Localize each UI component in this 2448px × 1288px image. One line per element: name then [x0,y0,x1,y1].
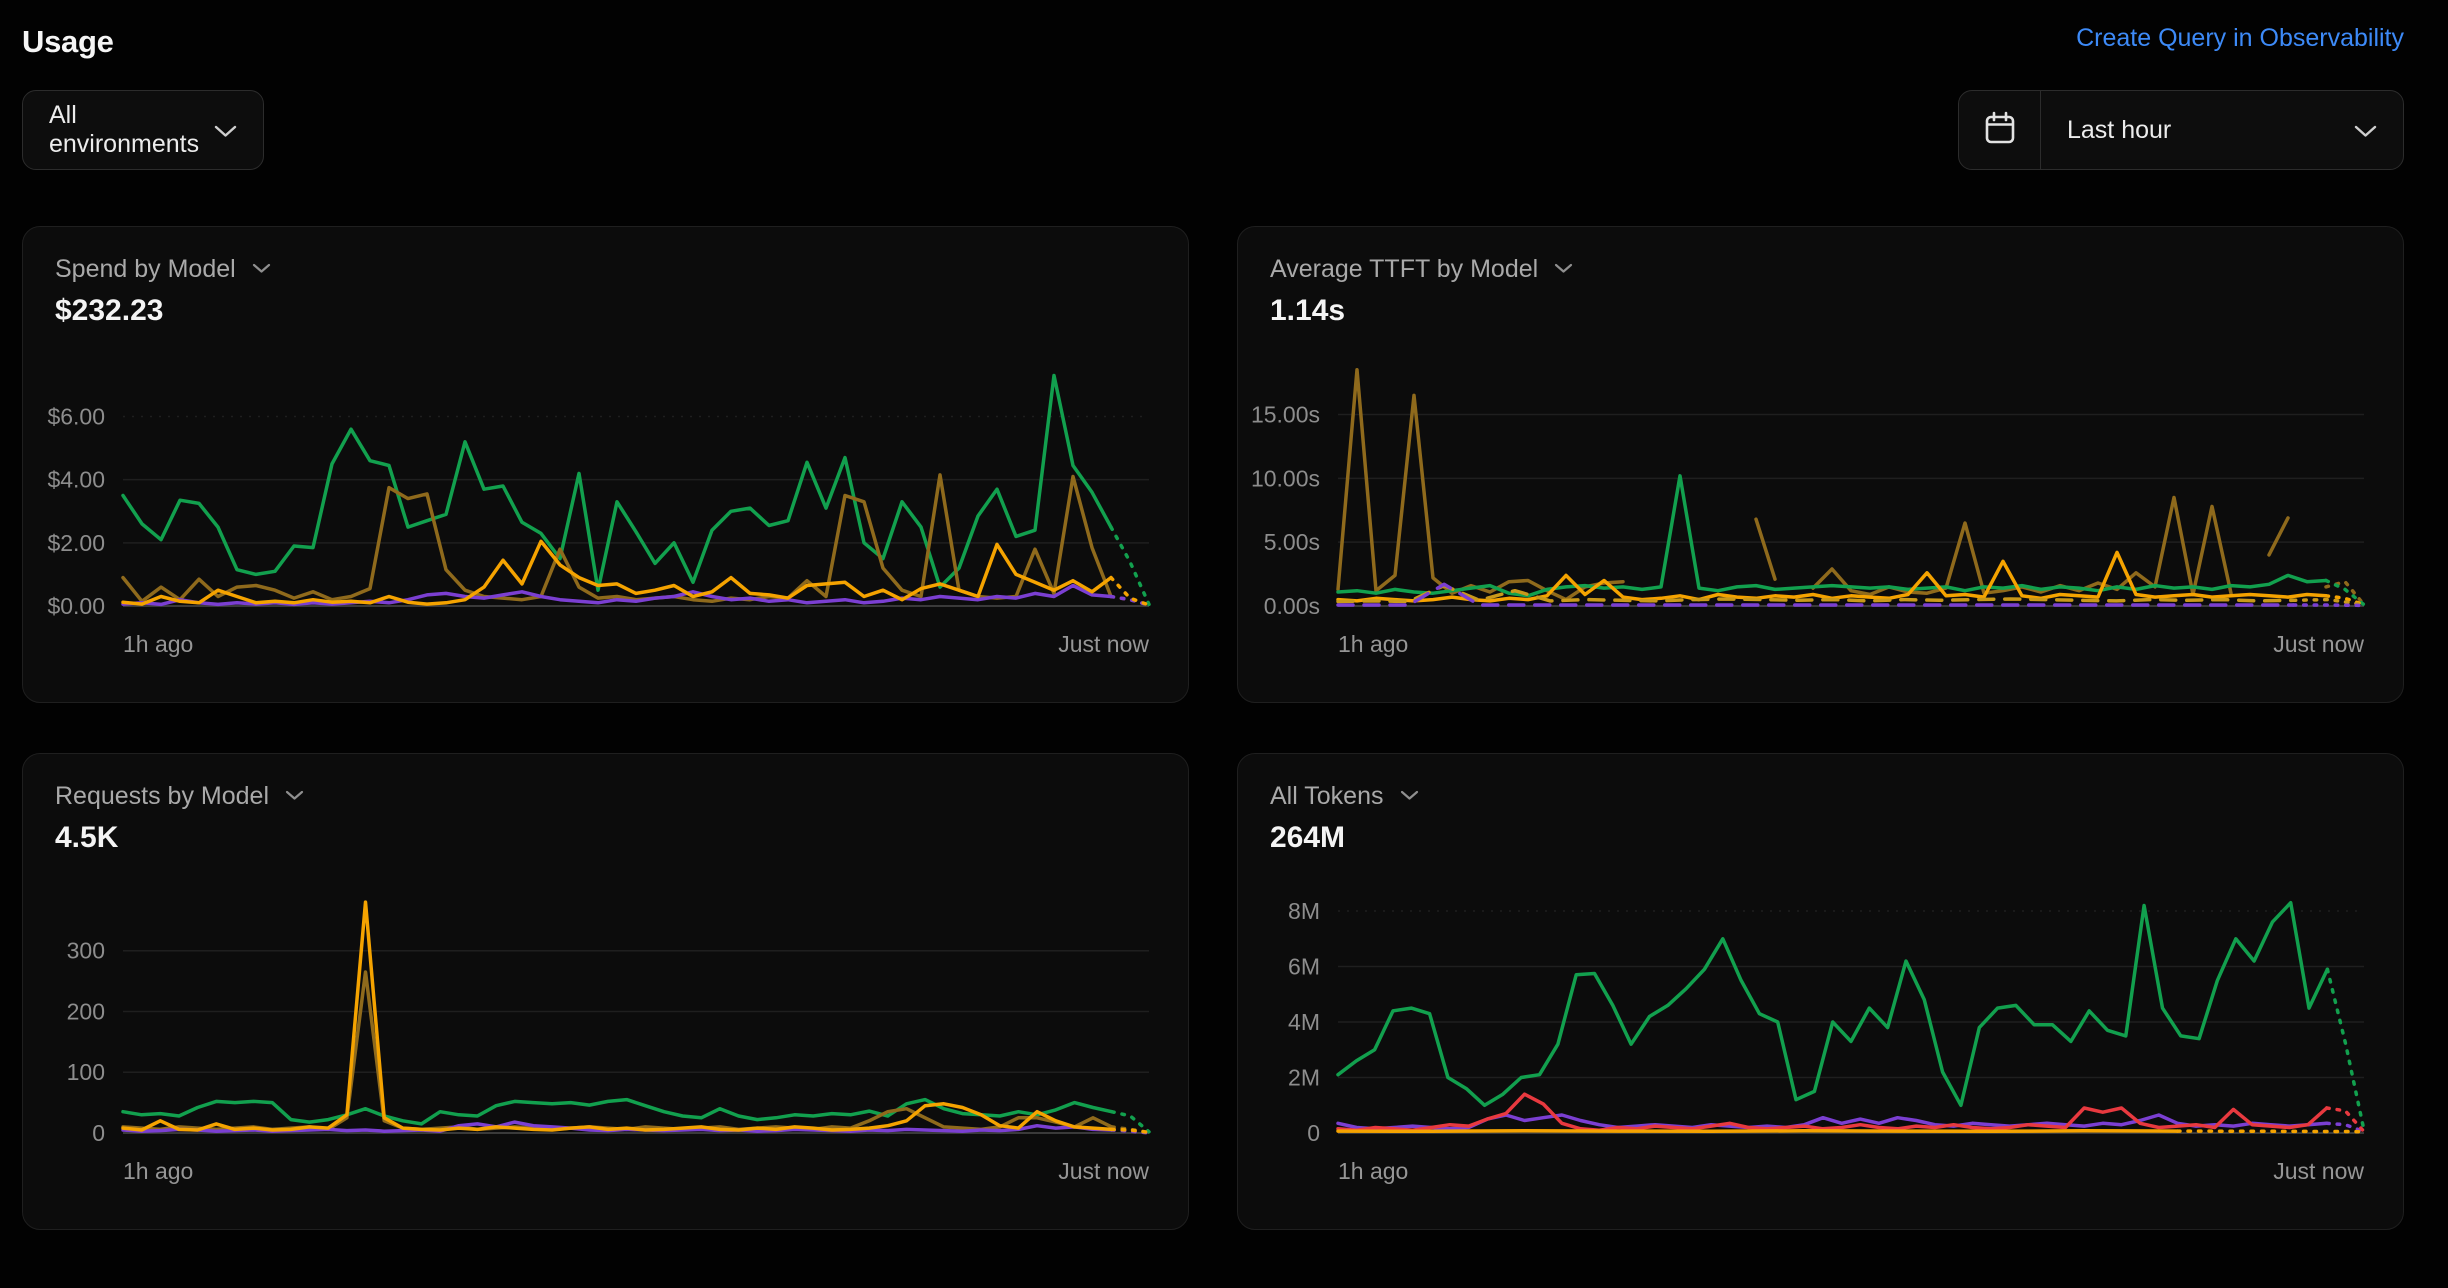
svg-text:0: 0 [1307,1120,1320,1146]
svg-text:6M: 6M [1288,954,1320,980]
chevron-down-icon [214,116,237,145]
chevron-down-icon [285,788,304,806]
chevron-down-icon [2354,116,2377,145]
chevron-down-icon [1400,788,1419,806]
svg-text:1h ago: 1h ago [1338,1158,1408,1184]
svg-text:Just now: Just now [2273,1158,2364,1184]
svg-text:$4.00: $4.00 [47,467,105,493]
svg-text:10.00s: 10.00s [1251,465,1320,491]
svg-text:Just now: Just now [2273,631,2364,657]
svg-text:$2.00: $2.00 [47,530,105,556]
spend-total-value: $232.23 [55,294,164,327]
ttft-metric-dropdown[interactable]: Average TTFT by Model [1270,255,2371,284]
spend-metric-dropdown[interactable]: Spend by Model [55,255,1156,284]
panel-title: Average TTFT by Model [1270,255,1539,283]
panel-title: Requests by Model [55,782,270,810]
svg-text:1h ago: 1h ago [123,631,193,657]
ttft-average-value: 1.14s [1270,294,1346,327]
tokens-metric-dropdown[interactable]: All Tokens [1270,782,2371,811]
requests-by-model-chart: 0 100 200 300 1h ago Just now [67,900,1151,1184]
time-range-value: Last hour [2067,115,2172,144]
panel-average-ttft: Average TTFT by Model 1.14s 0.00s 5.00s 10… [1237,226,2404,703]
calendar-button[interactable] [1959,91,2041,169]
topbar: Usage Create Query in Observability [0,0,2448,60]
svg-text:2M: 2M [1288,1065,1320,1091]
svg-text:1h ago: 1h ago [1338,631,1408,657]
svg-text:0: 0 [92,1120,105,1146]
charts-grid: Spend by Model $232.23 $0.00 $2.00 $4.00 $6… [22,226,2404,1230]
environment-select[interactable]: All environments [22,90,264,170]
svg-text:$0.00: $0.00 [47,593,105,619]
svg-text:100: 100 [67,1059,105,1085]
panel-title: Spend by Model [55,255,236,283]
panel-all-tokens: All Tokens 264M 0 2M 4M 6M 8M 1h ago Just now [1237,753,2404,1230]
time-range-combo: Last hour [1958,90,2404,170]
svg-text:200: 200 [67,998,105,1024]
average-ttft-chart: 0.00s 5.00s 10.00s 15.00s 1h ago Just now [1251,346,2366,657]
all-tokens-chart: 0 2M 4M 6M 8M 1h ago Just now [1288,898,2366,1184]
svg-text:8M: 8M [1288,898,1320,924]
svg-text:4M: 4M [1288,1009,1320,1035]
svg-text:Just now: Just now [1058,1158,1149,1184]
svg-text:0.00s: 0.00s [1264,593,1320,619]
create-query-link[interactable]: Create Query in Observability [2076,24,2404,52]
requests-metric-dropdown[interactable]: Requests by Model [55,782,1156,811]
spend-by-model-chart: $0.00 $2.00 $4.00 $6.00 1h ago Just now [47,373,1151,657]
svg-text:300: 300 [67,938,105,964]
panel-spend-by-model: Spend by Model $232.23 $0.00 $2.00 $4.00 $6… [22,226,1189,703]
svg-text:5.00s: 5.00s [1264,529,1320,555]
panel-title: All Tokens [1270,782,1384,810]
panel-requests-by-model: Requests by Model 4.5K 0 100 200 300 1h ago J… [22,753,1189,1230]
filter-row: All environments Last hour [0,90,2448,170]
svg-text:1h ago: 1h ago [123,1158,193,1184]
calendar-icon [1983,110,2017,151]
page-title: Usage [22,24,114,59]
chevron-down-icon [252,261,271,279]
svg-text:$6.00: $6.00 [47,404,105,430]
requests-total-value: 4.5K [55,821,119,854]
chevron-down-icon [1554,261,1573,279]
tokens-total-value: 264M [1270,821,1346,854]
svg-text:15.00s: 15.00s [1251,402,1320,428]
environment-select-value: All environments [49,101,200,158]
svg-text:Just now: Just now [1058,631,1149,657]
time-range-select[interactable]: Last hour [2041,91,2403,169]
